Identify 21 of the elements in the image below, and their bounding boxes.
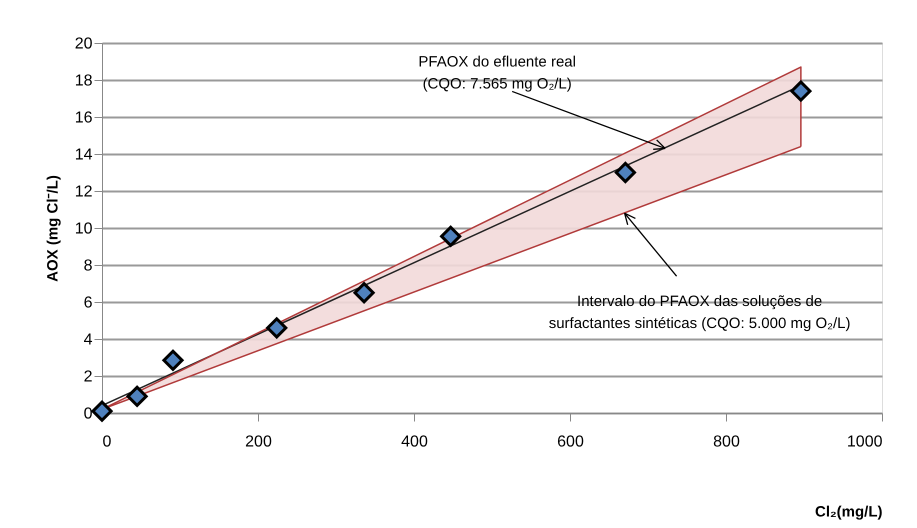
- y-tick-label: 0: [84, 406, 93, 422]
- annotation: Intervalo do PFAOX das soluções de surfactantes sintéticas (CQO: 5.000 mg O₂/L): [548, 293, 850, 332]
- y-tick-label: 6: [84, 294, 93, 312]
- y-tick-label: 20: [74, 36, 93, 52]
- y-tick-label: 12: [74, 184, 93, 200]
- x-tick-label: 600: [557, 434, 584, 450]
- y-tick-label: 4: [84, 332, 93, 348]
- x-tick-label: 200: [245, 434, 272, 450]
- y-axis-title: AOX (mg Cl⁻/L): [44, 175, 62, 282]
- y-tick-label: 14: [74, 146, 93, 164]
- x-tick-label: 800: [713, 434, 740, 450]
- x-axis-title: Cl₂(mg/L): [815, 504, 882, 520]
- y-tick-label: 10: [74, 220, 93, 238]
- x-tick-label: 400: [401, 434, 428, 450]
- x-tick-label: 0: [102, 434, 112, 450]
- annotation: PFAOX do efluente real (CQO: 7.565 mg O₂/L): [418, 53, 576, 92]
- y-tick-label: 18: [74, 72, 93, 90]
- y-tick-label: 8: [84, 258, 93, 274]
- y-tick-label: 2: [84, 368, 93, 386]
- x-tick-label: 1000: [846, 434, 883, 450]
- y-tick-label: 16: [74, 110, 93, 126]
